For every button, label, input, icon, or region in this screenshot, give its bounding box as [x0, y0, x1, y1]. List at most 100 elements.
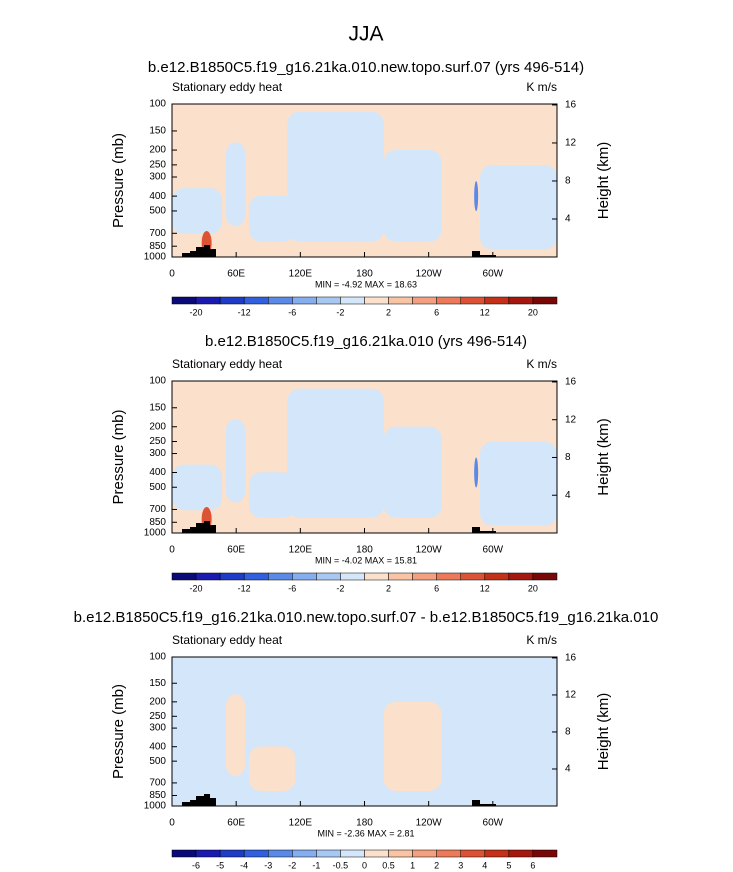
- y-tick-label: 700: [149, 778, 166, 789]
- left-label: Stationary eddy heat: [172, 80, 283, 94]
- colorbar-box: [195, 849, 221, 858]
- colorbar-label: 2: [434, 860, 439, 870]
- topography: [182, 794, 496, 806]
- field-region: [249, 195, 296, 242]
- topography: [182, 521, 496, 533]
- colorbar-label: 20: [528, 307, 538, 317]
- y-tick-label: 150: [149, 678, 166, 689]
- colorbar-box: [340, 849, 365, 858]
- colorbar-box: [292, 296, 317, 305]
- y-tick-label: 300: [149, 448, 166, 459]
- colorbar-box: [268, 572, 293, 581]
- stats: MIN = -2.36 MAX = 2.81: [317, 828, 414, 838]
- y-tick-label: 700: [149, 504, 166, 515]
- colorbar-box: [436, 849, 461, 858]
- y2-axis-label: Height (km): [595, 418, 612, 496]
- colorbar-box: [195, 296, 221, 305]
- colorbar-box: [171, 572, 197, 581]
- colorbar-box: [292, 849, 317, 858]
- y-tick-label: 300: [149, 723, 166, 734]
- x-tick-label: 120W: [416, 818, 443, 829]
- colorbar-box: [508, 572, 534, 581]
- y2-tick-label: 12: [565, 414, 577, 425]
- colorbar-box: [388, 849, 413, 858]
- y2-axis-label: Height (km): [595, 142, 612, 220]
- y-tick-label: 400: [149, 191, 166, 202]
- field-region: [383, 701, 442, 792]
- colorbar-label: 12: [480, 583, 490, 593]
- field-region: [225, 419, 246, 503]
- field-region: [287, 111, 384, 242]
- y-tick-label: 100: [149, 652, 166, 663]
- colorbar-box: [195, 572, 221, 581]
- colorbar-label: -20: [190, 583, 203, 593]
- colorbar-box: [484, 296, 510, 305]
- colorbar-box: [436, 572, 461, 581]
- y2-tick-label: 4: [565, 214, 571, 225]
- x-tick-label: 120E: [289, 269, 313, 280]
- colorbar-label: 6: [434, 583, 439, 593]
- x-tick-label: 120W: [416, 269, 443, 280]
- colorbar-label: 3: [458, 860, 463, 870]
- colorbar-box: [412, 572, 437, 581]
- y-tick-label: 1000: [144, 252, 167, 263]
- colorbar-box: [436, 296, 461, 305]
- colorbar-label: 2: [386, 307, 391, 317]
- panel-title: b.e12.B1850C5.f19_g16.21ka.010.new.topo.…: [74, 609, 659, 626]
- y2-tick-label: 16: [565, 653, 577, 664]
- colorbar-box: [484, 849, 510, 858]
- y-tick-label: 200: [149, 145, 166, 156]
- y-axis-label: Pressure (mb): [110, 409, 127, 504]
- colorbar-box: [460, 572, 486, 581]
- colorbar-box: [484, 572, 510, 581]
- stats: MIN = -4.92 MAX = 18.63: [315, 279, 417, 289]
- colorbar-label: -2: [336, 583, 344, 593]
- field-region: [172, 464, 223, 511]
- x-tick-label: 120E: [289, 545, 313, 556]
- colorbar-label: 4: [482, 860, 487, 870]
- field-region: [172, 738, 223, 784]
- y-tick-label: 250: [149, 160, 166, 171]
- y-tick-label: 500: [149, 206, 166, 217]
- colorbar-box: [412, 849, 437, 858]
- panel-title: b.e12.B1850C5.f19_g16.21ka.010 (yrs 496-…: [205, 333, 527, 350]
- x-tick-label: 0: [169, 269, 175, 280]
- x-tick-label: 0: [169, 545, 175, 556]
- colorbar-box: [340, 572, 365, 581]
- colorbar-box: [460, 849, 486, 858]
- y-tick-label: 500: [149, 756, 166, 767]
- right-label: K m/s: [526, 80, 557, 94]
- field-region: [480, 716, 557, 799]
- x-tick-label: 120W: [416, 545, 443, 556]
- colorbar-box: [316, 849, 341, 858]
- x-tick-label: 60E: [227, 818, 245, 829]
- y-tick-label: 400: [149, 467, 166, 478]
- panel-title: b.e12.B1850C5.f19_g16.21ka.010.new.topo.…: [148, 59, 584, 76]
- colorbar-box: [532, 849, 558, 858]
- field-region: [474, 181, 479, 212]
- y-tick-label: 100: [149, 99, 166, 110]
- colorbar-label: 6: [434, 307, 439, 317]
- colorbar-label: 12: [480, 307, 490, 317]
- y-tick-label: 200: [149, 421, 166, 432]
- y2-tick-label: 12: [565, 690, 577, 701]
- field-region: [172, 188, 223, 235]
- y-tick-label: 200: [149, 696, 166, 707]
- colorbar-label: -12: [238, 583, 251, 593]
- y2-tick-label: 8: [565, 452, 571, 463]
- colorbar-box: [243, 572, 269, 581]
- y-tick-label: 700: [149, 228, 166, 239]
- x-tick-label: 60W: [483, 269, 504, 280]
- colorbar-box: [508, 849, 534, 858]
- colorbar-box: [316, 296, 341, 305]
- y2-tick-label: 4: [565, 764, 571, 775]
- field-region: [225, 142, 246, 227]
- field-region: [480, 441, 557, 526]
- colorbar-label: 0: [362, 860, 367, 870]
- colorbar-label: -5: [216, 860, 224, 870]
- x-tick-label: 60W: [483, 545, 504, 556]
- y-tick-label: 100: [149, 376, 166, 387]
- left-label: Stationary eddy heat: [172, 633, 283, 647]
- colorbar-box: [171, 849, 197, 858]
